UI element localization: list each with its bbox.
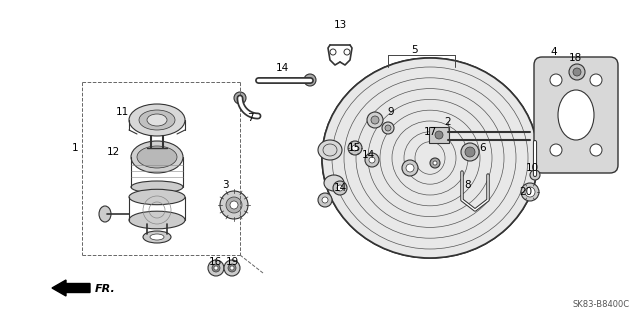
Circle shape [228,264,236,272]
Ellipse shape [129,211,185,229]
Text: 2: 2 [445,117,451,127]
Text: 14: 14 [275,63,289,73]
Circle shape [550,144,562,156]
Text: 14: 14 [362,150,374,160]
Ellipse shape [137,146,177,168]
Circle shape [465,147,475,157]
Text: SK83-B8400C: SK83-B8400C [573,300,630,309]
Circle shape [208,260,224,276]
Circle shape [530,170,540,180]
Text: 6: 6 [480,143,486,153]
Circle shape [433,161,437,165]
Ellipse shape [143,231,171,243]
Circle shape [521,183,539,201]
Circle shape [230,266,234,270]
Circle shape [365,153,379,167]
Ellipse shape [150,234,164,240]
Circle shape [369,157,375,163]
Circle shape [214,266,218,270]
Text: 8: 8 [465,180,471,190]
Text: 19: 19 [225,257,239,267]
Text: 11: 11 [115,107,129,117]
Text: 12: 12 [106,147,120,157]
Text: 4: 4 [550,47,557,57]
Circle shape [406,164,414,172]
Circle shape [352,145,358,151]
Ellipse shape [558,90,594,140]
Text: 9: 9 [388,107,394,117]
Text: 20: 20 [520,187,532,197]
Circle shape [224,260,240,276]
Text: 18: 18 [568,53,582,63]
Text: 15: 15 [348,143,360,153]
Text: 3: 3 [221,180,228,190]
Text: 16: 16 [209,257,221,267]
Text: 1: 1 [72,143,78,153]
Ellipse shape [139,110,175,130]
Circle shape [367,112,383,128]
FancyArrow shape [52,280,90,296]
Circle shape [304,74,316,86]
Circle shape [573,68,581,76]
Text: 10: 10 [525,163,539,173]
Circle shape [371,116,379,124]
Text: FR.: FR. [95,284,116,294]
FancyBboxPatch shape [429,127,449,143]
Circle shape [402,160,418,176]
Circle shape [430,158,440,168]
Circle shape [435,131,443,139]
Circle shape [230,201,238,209]
Circle shape [322,197,328,203]
Circle shape [590,74,602,86]
Circle shape [220,191,248,219]
Ellipse shape [322,58,538,258]
Ellipse shape [131,141,183,173]
Circle shape [382,122,394,134]
Circle shape [461,143,479,161]
Circle shape [385,125,391,131]
Ellipse shape [129,189,185,205]
Text: 5: 5 [412,45,419,55]
Text: 14: 14 [333,183,347,193]
Circle shape [330,49,336,55]
Text: 17: 17 [424,127,436,137]
FancyBboxPatch shape [534,57,618,173]
Circle shape [550,74,562,86]
Circle shape [333,181,347,195]
Circle shape [226,197,242,213]
Ellipse shape [129,104,185,136]
Text: 13: 13 [333,20,347,30]
Ellipse shape [147,114,167,126]
Circle shape [569,64,585,80]
Circle shape [348,141,362,155]
Ellipse shape [99,206,111,222]
Text: 7: 7 [246,113,253,123]
Circle shape [590,144,602,156]
Ellipse shape [131,181,183,193]
Circle shape [525,187,535,197]
Circle shape [234,92,246,104]
Circle shape [337,185,343,191]
Ellipse shape [324,175,344,191]
Ellipse shape [318,140,342,160]
Circle shape [344,49,350,55]
Circle shape [212,264,220,272]
Circle shape [318,193,332,207]
